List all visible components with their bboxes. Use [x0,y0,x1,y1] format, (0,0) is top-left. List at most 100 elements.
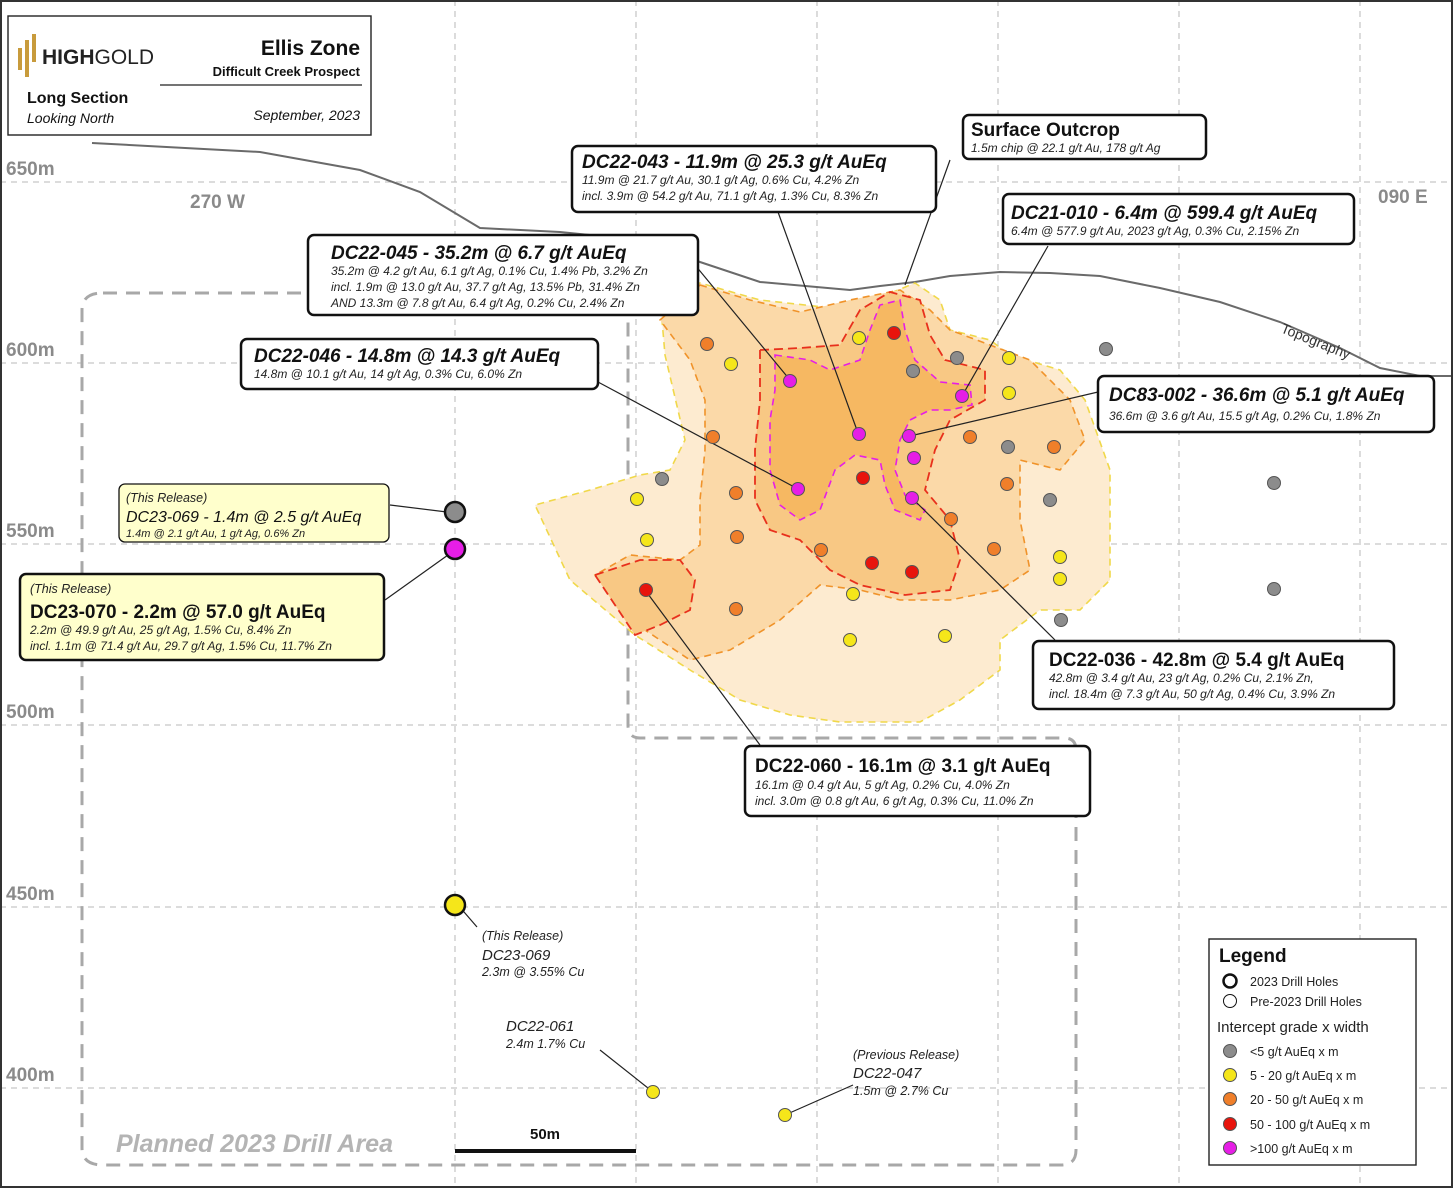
intercept-magenta [905,491,919,505]
legend-swatch-magenta [1223,1141,1237,1155]
legend-swatch-grey [1223,1044,1237,1058]
callout-line: 1.4m @ 2.1 g/t Au, 1 g/t Ag, 0.6% Zn [126,528,305,540]
callout-title: DC22-060 - 16.1m @ 3.1 g/t AuEq [755,756,1051,777]
direction-east: 090 E [1378,187,1428,208]
callout-title: DC22-036 - 42.8m @ 5.4 g/t AuEq [1049,650,1345,671]
label-tag: (Previous Release) [853,1048,959,1062]
logo-light: GOLD [95,46,155,69]
elev-550: 550m [6,521,55,542]
intercept-grey [1267,582,1281,596]
title-block: HIGHGOLD Ellis Zone Difficult Creek Pros… [7,15,372,136]
intercept-yellow [1053,550,1067,564]
callout-dc22-046: DC22-046 - 14.8m @ 14.3 g/t AuEq 14.8m @… [239,337,600,391]
intercept-red [639,583,653,597]
date: September, 2023 [253,107,360,123]
intercept-yellow [1002,351,1016,365]
callout-title: DC22-045 - 35.2m @ 6.7 g/t AuEq [331,243,627,264]
intercept-orange [987,542,1001,556]
callout-line: 42.8m @ 3.4 g/t Au, 23 g/t Ag, 0.2% Cu, … [1049,671,1314,685]
legend-class-label: 20 - 50 g/t AuEq x m [1250,1093,1363,1107]
intercept-orange [730,530,744,544]
callout-surface-outcrop: Surface Outcrop 1.5m chip @ 22.1 g/t Au,… [961,113,1208,161]
callout-line: incl. 3.0m @ 0.8 g/t Au, 6 g/t Ag, 0.3% … [755,794,1034,808]
label-line: 1.5m @ 2.7% Cu [853,1084,948,1098]
legend-class-label: 50 - 100 g/t AuEq x m [1250,1118,1370,1132]
intercept-yellow [646,1085,660,1099]
intercept-orange [1047,440,1061,454]
intercept-orange [706,430,720,444]
elev-500: 500m [6,702,55,723]
callout-dc23-069: (This Release) DC23-069 - 1.4m @ 2.5 g/t… [118,483,390,543]
intercept-yellow [630,492,644,506]
intercept-orange [963,430,977,444]
intercept-yellow [846,587,860,601]
intercept-yellow [724,357,738,371]
callout-line: 6.4m @ 577.9 g/t Au, 2023 g/t Ag, 0.3% C… [1011,224,1299,238]
legend-swatch-orange [1223,1092,1237,1106]
intercept-magenta [783,374,797,388]
intercept-magenta [955,389,969,403]
intercept-orange [729,486,743,500]
callout-title: Surface Outcrop [971,120,1120,141]
mineralization-shells [533,282,1111,723]
legend-swatch-2023 [1222,973,1238,989]
callout-title: DC22-043 - 11.9m @ 25.3 g/t AuEq [582,152,887,173]
legend-label-2023: 2023 Drill Holes [1250,975,1338,989]
intercept-yellow [938,629,952,643]
orientation: Looking North [27,110,114,126]
callout-dc22-036: DC22-036 - 42.8m @ 5.4 g/t AuEq 42.8m @ … [1031,639,1396,711]
intercept-yellow [1053,572,1067,586]
intercept-orange [814,543,828,557]
callout-line: 1.5m chip @ 22.1 g/t Au, 178 g/t Ag [971,141,1161,155]
intercept-grey [1267,476,1281,490]
shell-inner-sw [593,559,696,637]
legend-class-label: <5 g/t AuEq x m [1250,1045,1339,1059]
scale-bar-label: 50m [530,1126,560,1143]
label-tag: (This Release) [482,929,563,943]
hole-2023-yellow [443,893,467,917]
topography-label: Topography [1279,320,1353,362]
direction-west: 270 W [190,192,245,213]
intercept-red [905,565,919,579]
intercept-yellow [843,633,857,647]
callout-dc22-060: DC22-060 - 16.1m @ 3.1 g/t AuEq 16.1m @ … [743,744,1092,818]
shell-core [769,299,973,522]
prospect-title: Difficult Creek Prospect [213,64,361,79]
callout-line: incl. 3.9m @ 54.2 g/t Au, 71.1 g/t Ag, 1… [582,189,878,203]
elevation-labels: 650m 600m 550m 500m 450m 400m [6,159,55,1086]
callout-line: 36.6m @ 3.6 g/t Au, 15.5 g/t Ag, 0.2% Cu… [1109,409,1381,423]
callout-line: 14.8m @ 10.1 g/t Au, 14 g/t Ag, 0.3% Cu,… [254,367,522,381]
intercept-yellow [778,1108,792,1122]
elev-600: 600m [6,340,55,361]
label-dc22-061: DC22-061 2.4m 1.7% Cu [505,1018,585,1051]
intercept-yellow [852,331,866,345]
callout-dc23-070: (This Release) DC23-070 - 2.2m @ 57.0 g/… [18,572,386,662]
intercept-magenta [791,482,805,496]
drill-holes-2023 [443,500,467,917]
callout-dc83-002: DC83-002 - 36.6m @ 5.1 g/t AuEq 36.6m @ … [1096,374,1436,434]
legend-class-label: >100 g/t AuEq x m [1250,1142,1353,1156]
label-title: DC22-061 [506,1018,574,1035]
intercept-orange [944,512,958,526]
intercept-red [865,556,879,570]
legend-swatch-red [1223,1117,1237,1131]
legend-swatch-pre2023 [1223,994,1237,1008]
leader-lines [384,159,1099,1116]
legend-title: Legend [1219,946,1287,967]
logo-icon [18,34,36,77]
callout-title: DC22-046 - 14.8m @ 14.3 g/t AuEq [254,346,560,367]
callout-line: incl. 18.4m @ 7.3 g/t Au, 50 g/t Ag, 0.4… [1049,687,1335,701]
elev-400: 400m [6,1065,55,1086]
view-title: Long Section [27,90,128,107]
intercept-magenta [907,451,921,465]
callout-line: incl. 1.9m @ 13.0 g/t Au, 37.7 g/t Ag, 1… [331,280,640,294]
elev-450: 450m [6,884,55,905]
legend: Legend 2023 Drill Holes Pre-2023 Drill H… [1208,938,1417,1166]
intercept-grey [655,472,669,486]
planned-area-label: Planned 2023 Drill Area [116,1130,393,1158]
intercept-red [856,471,870,485]
callout-title: DC23-069 - 1.4m @ 2.5 g/t AuEq [126,509,361,526]
label-title: DC23-069 [482,947,551,964]
callout-line: incl. 1.1m @ 71.4 g/t Au, 29.7 g/t Ag, 1… [30,639,332,653]
